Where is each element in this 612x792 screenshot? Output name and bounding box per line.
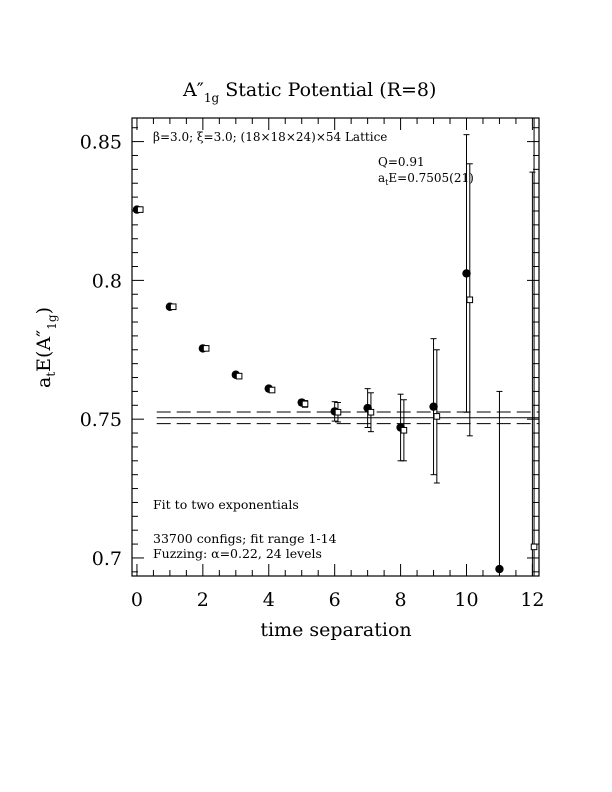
energy-annotation: atE=0.7505(21) xyxy=(378,171,474,187)
data-point-square xyxy=(530,543,538,551)
energy-sub: t xyxy=(385,178,389,187)
title-main: A″ xyxy=(182,79,204,101)
x-tick-label: 4 xyxy=(263,589,275,611)
ylabel-pre: a xyxy=(33,377,55,388)
chart-title: A″1g Static Potential (R=8) xyxy=(182,79,436,105)
x-axis-label: time separation xyxy=(260,619,411,641)
ylabel-post: ) xyxy=(33,307,55,314)
data-point-square xyxy=(136,206,144,213)
y-tick-label: 0.75 xyxy=(80,409,122,431)
x-tick-label: 10 xyxy=(454,589,478,611)
data-point-square xyxy=(202,345,210,352)
data-point-square xyxy=(334,408,342,416)
data-point-square xyxy=(235,372,243,380)
fit-band xyxy=(156,411,539,425)
y-tick-label: 0.7 xyxy=(92,548,122,570)
data-point-square xyxy=(268,386,276,394)
ylabel-t: t xyxy=(44,372,58,377)
energy-post: E=0.7505(21) xyxy=(388,171,473,185)
fit-annotation: Fit to two exponentials xyxy=(153,497,299,512)
title-rest: Static Potential (R=8) xyxy=(219,79,436,101)
data-point-square xyxy=(466,296,474,304)
x-tick-label: 0 xyxy=(131,589,143,611)
data-point-square xyxy=(301,400,309,408)
x-tick-label: 12 xyxy=(520,589,544,611)
fuzzing-annotation: Fuzzing: α=0.22, 24 levels xyxy=(153,546,322,561)
x-tick-label: 8 xyxy=(395,589,407,611)
plot-frame xyxy=(131,117,540,577)
data-point-circle xyxy=(495,564,504,574)
data-point-square xyxy=(400,426,408,434)
x-tick-label: 6 xyxy=(329,589,341,611)
data-point-circle xyxy=(462,269,471,278)
y-axis-label: atE(A″1g) xyxy=(33,307,59,388)
data-point-circle xyxy=(429,402,438,411)
data-point-square xyxy=(433,413,441,420)
title-sub: 1g xyxy=(204,91,220,105)
q-annotation: Q=0.91 xyxy=(378,155,425,169)
data-point-square xyxy=(169,303,177,311)
energy-pre: a xyxy=(378,171,385,185)
lattice-annotation: β=3.0; ξ=3.0; (18×18×24)×54 Lattice xyxy=(153,130,387,144)
y-tick-label: 0.8 xyxy=(92,270,122,292)
data-points xyxy=(132,118,538,576)
x-tick-label: 2 xyxy=(197,589,209,611)
data-point-square xyxy=(367,408,375,416)
ylabel-mid: E(A″ xyxy=(33,330,55,372)
configs-annotation: 33700 configs; fit range 1-14 xyxy=(153,531,337,546)
y-tick-label: 0.85 xyxy=(80,132,122,154)
tick-labels: 0 2 4 6 8 10 12 0.7 0.75 0.8 0.85 xyxy=(80,132,545,611)
ylabel-sub: 1g xyxy=(45,314,59,330)
